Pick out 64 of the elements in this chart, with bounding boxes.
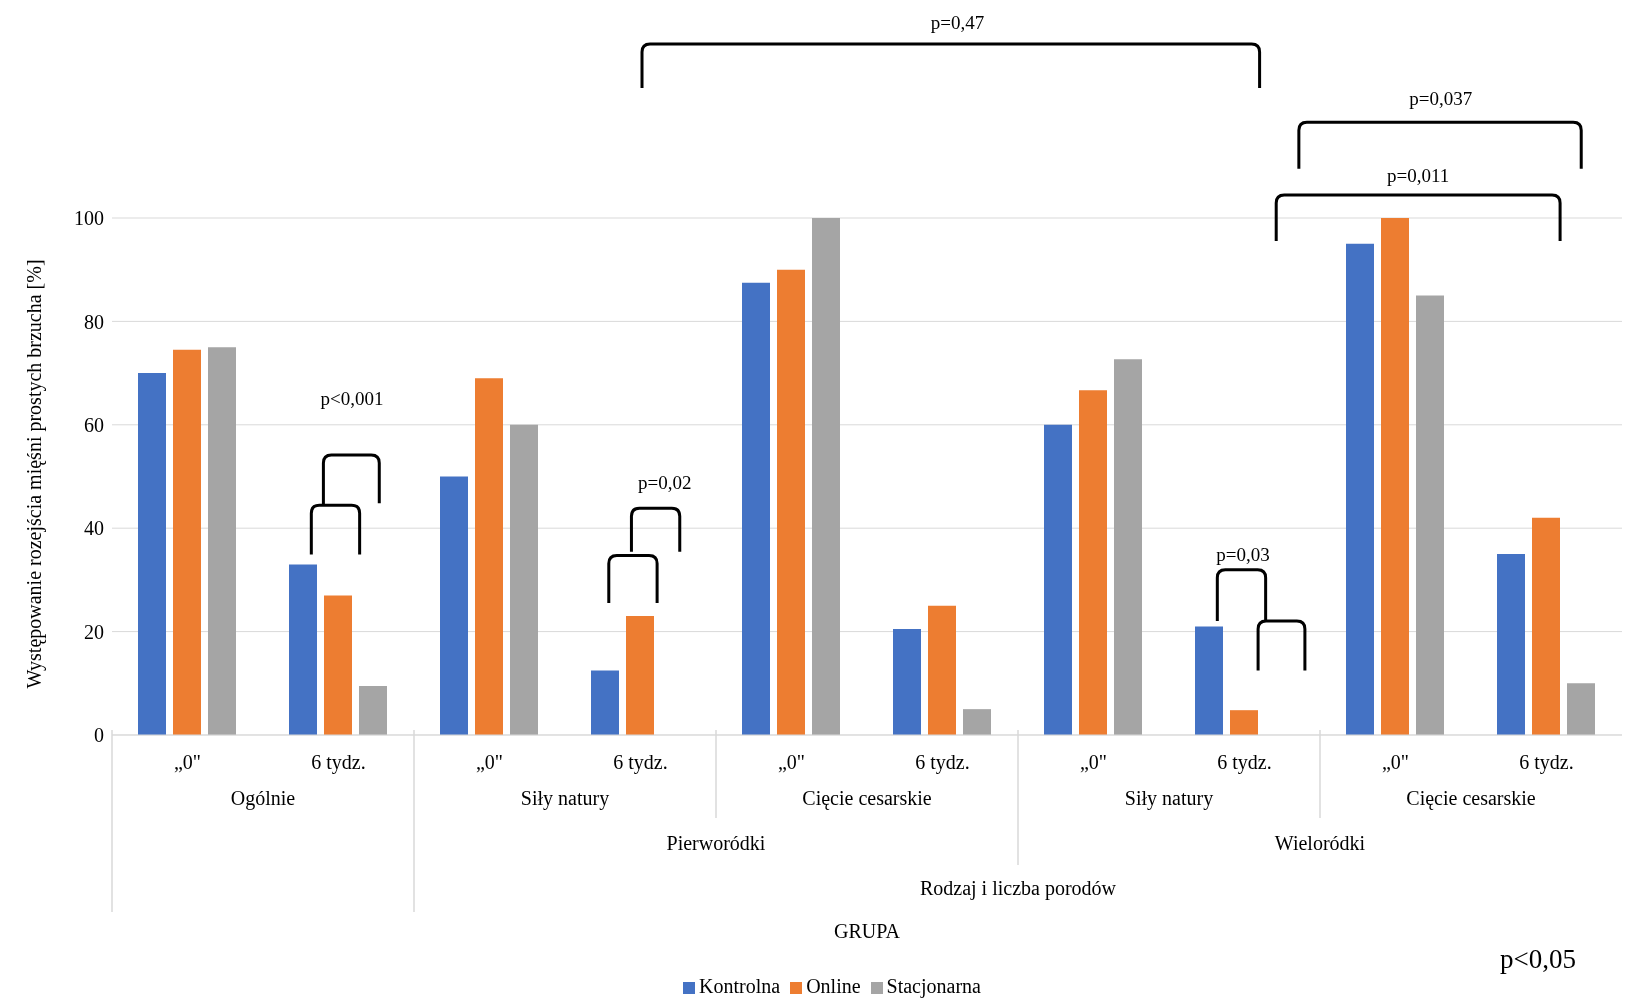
bar — [893, 629, 921, 735]
y-tick-label: 0 — [94, 724, 104, 747]
bar — [359, 685, 387, 735]
text: GRUPA — [834, 920, 901, 942]
bar — [440, 476, 468, 735]
legend-label: Kontrolna — [699, 975, 781, 997]
bar — [138, 373, 166, 735]
bar — [1114, 359, 1142, 735]
bar — [1195, 626, 1223, 735]
y-tick-label: 80 — [84, 310, 104, 333]
bar — [1044, 424, 1072, 735]
text: Siły natury — [1124, 787, 1214, 810]
text: Ogólnie — [230, 787, 296, 810]
annotation: p=0,02 — [637, 472, 692, 494]
bar — [626, 616, 654, 735]
annotation: p<0,001 — [320, 387, 384, 409]
bar — [1381, 218, 1409, 735]
bar — [963, 709, 991, 735]
bar — [591, 670, 619, 735]
x-tick-label: 6 tydz. — [1519, 751, 1574, 775]
y-tick-label: 40 — [84, 517, 104, 540]
text: p=0,037 — [1409, 88, 1473, 110]
bar — [208, 347, 236, 735]
text: p=0,47 — [930, 11, 985, 33]
bar — [1416, 295, 1444, 735]
y-tick-label: 100 — [74, 207, 104, 230]
x-tick-label: „0" — [475, 751, 504, 774]
y-axis-title: Występowanie rozejścia mięśni prostych brzucha [%] — [22, 259, 46, 689]
legend-label: Online — [806, 975, 861, 997]
text: Siły natury — [520, 787, 610, 810]
y-tick-label: 60 — [84, 413, 104, 436]
text: Rodzaj i liczba porodów — [919, 877, 1117, 900]
bar — [777, 269, 805, 735]
text: Cięcie cesarskie — [802, 787, 932, 810]
legend-label: Stacjonarna — [886, 975, 981, 997]
x-tick-label: „0" — [1381, 751, 1410, 774]
x-tick-label: 6 tydz. — [915, 751, 970, 775]
bar — [289, 564, 317, 735]
bar — [812, 218, 840, 735]
bar — [1230, 710, 1258, 735]
bar — [742, 282, 770, 735]
y-tick-label: 20 — [84, 620, 104, 643]
bar — [173, 349, 201, 735]
x-tick-label: 6 tydz. — [613, 751, 668, 775]
text: Pierworódki — [666, 832, 766, 854]
text: Cięcie cesarskie — [1406, 787, 1536, 810]
bar — [1567, 683, 1595, 735]
text: p=0,011 — [1387, 165, 1450, 187]
x-tick-label: „0" — [1079, 751, 1108, 774]
x-tick-label: „0" — [777, 751, 806, 774]
bar — [475, 378, 503, 735]
x-tick-label: 6 tydz. — [1217, 751, 1272, 775]
bar — [1346, 243, 1374, 735]
bar — [1532, 517, 1560, 735]
bar — [510, 424, 538, 735]
bar — [324, 595, 352, 735]
text: Wieloródki — [1274, 832, 1366, 854]
annotation: p=0,03 — [1216, 544, 1270, 566]
bar — [928, 605, 956, 735]
text: p<0,05 — [1500, 944, 1576, 974]
bar — [1497, 554, 1525, 735]
bar — [1079, 390, 1107, 735]
x-tick-label: 6 tydz. — [311, 751, 366, 775]
x-tick-label: „0" — [173, 751, 202, 774]
